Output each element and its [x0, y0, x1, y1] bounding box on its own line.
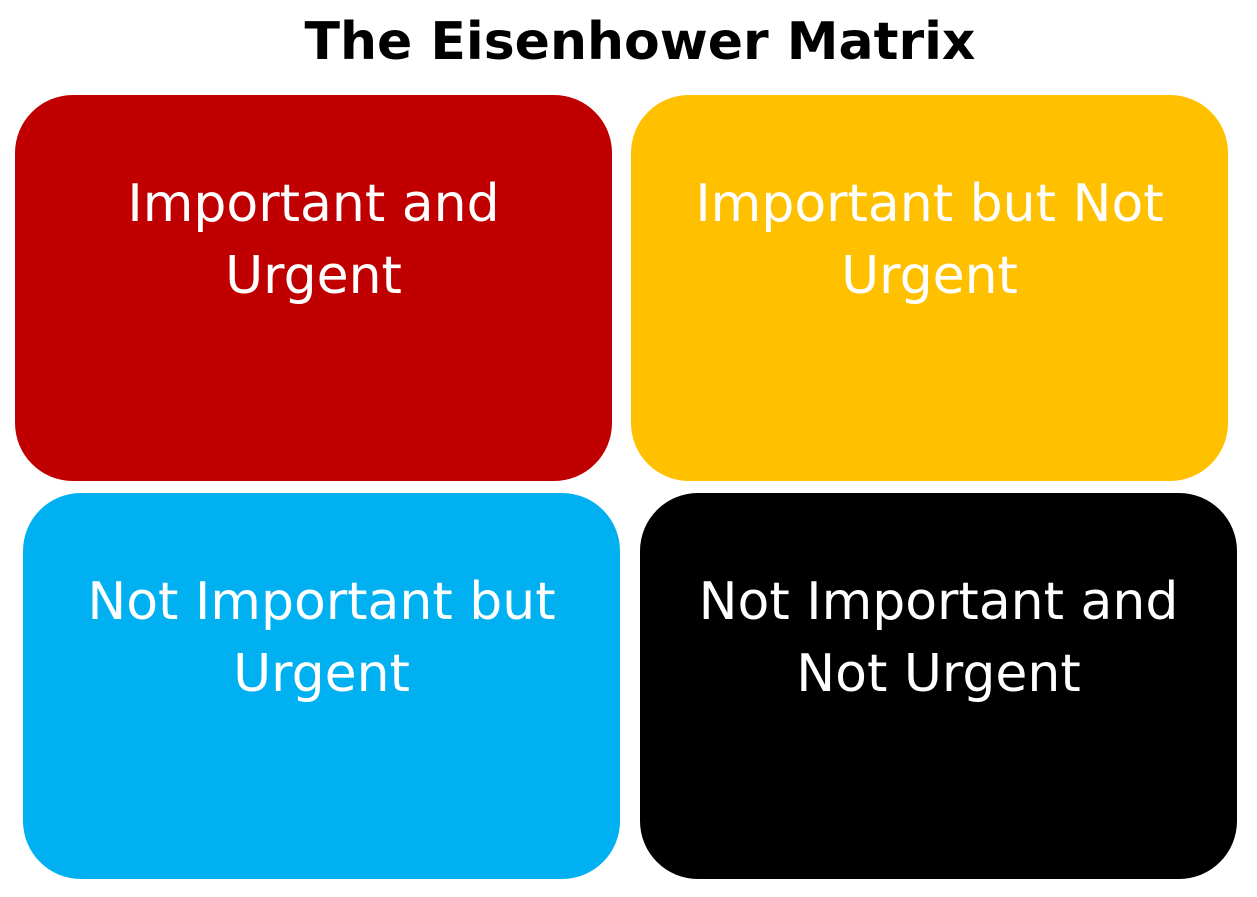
quadrant-label: Not Important and Not Urgent — [698, 572, 1179, 704]
quadrant-not-important-not-urgent: Not Important and Not Urgent — [640, 493, 1237, 879]
quadrant-label: Important and Urgent — [127, 174, 500, 306]
page-title: The Eisenhower Matrix — [304, 12, 976, 72]
quadrant-important-urgent: Important and Urgent — [15, 95, 612, 481]
quadrant-important-not-urgent: Important but Not Urgent — [631, 95, 1228, 481]
quadrant-not-important-urgent: Not Important but Urgent — [23, 493, 620, 879]
quadrant-label: Important but Not Urgent — [695, 174, 1164, 306]
quadrant-label: Not Important but Urgent — [87, 572, 556, 704]
